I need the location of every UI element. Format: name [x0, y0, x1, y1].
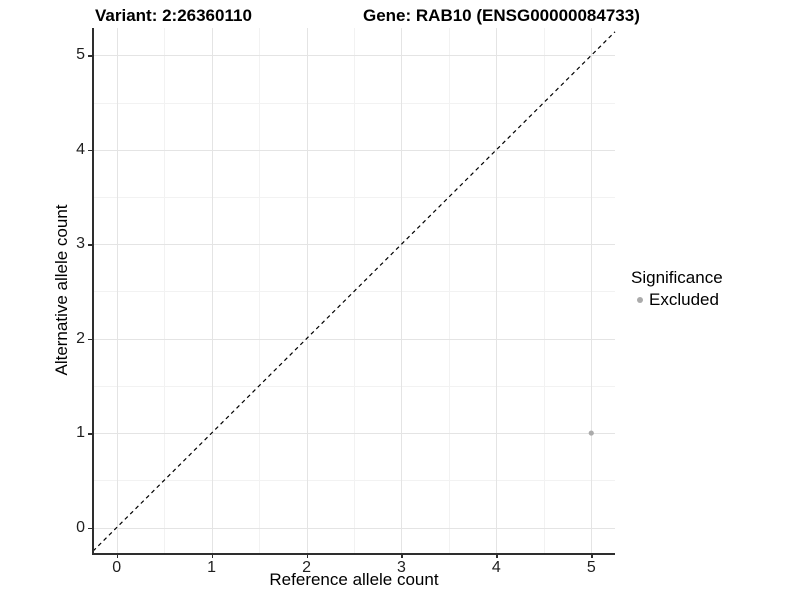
minor-gridline-horizontal	[93, 197, 615, 199]
x-tick-mark	[211, 554, 214, 558]
legend-entry-label: Excluded	[649, 290, 719, 309]
y-tick-mark	[88, 433, 92, 435]
x-axis-line	[92, 553, 615, 555]
minor-gridline-vertical	[259, 28, 261, 553]
legend-title: Significance	[631, 268, 723, 287]
major-gridline-vertical	[591, 28, 593, 553]
major-gridline-horizontal	[93, 433, 615, 435]
x-tick-label: 5	[586, 559, 596, 576]
plot-panel	[92, 28, 616, 553]
x-tick-label: 0	[112, 559, 122, 576]
y-tick-mark	[88, 338, 92, 341]
x-tick-mark	[401, 554, 403, 558]
y-axis-title: Alternative allele count	[52, 204, 71, 376]
legend: Significance Excluded	[631, 268, 723, 310]
plot-canvas	[92, 31, 616, 552]
legend-key	[631, 292, 648, 309]
x-tick-mark	[496, 554, 498, 558]
minor-gridline-vertical	[164, 28, 166, 553]
x-tick-label: 4	[491, 559, 501, 576]
major-gridline-vertical	[496, 28, 498, 553]
x-tick-mark	[306, 554, 309, 558]
major-gridline-vertical	[116, 28, 118, 553]
x-axis-title: Reference allele count	[269, 570, 439, 589]
major-gridline-horizontal	[93, 527, 615, 529]
major-gridline-vertical	[211, 28, 213, 553]
y-tick-label: 0	[76, 518, 85, 536]
y-tick-mark	[88, 527, 92, 529]
excluded-point-icon	[636, 297, 643, 303]
major-gridline-vertical	[306, 28, 308, 553]
identity-dashed-line	[92, 31, 616, 552]
plot-title-variant: Variant: 2:26360110	[95, 6, 252, 25]
y-axis-line	[92, 28, 94, 553]
y-tick-mark	[88, 149, 92, 152]
minor-gridline-horizontal	[93, 385, 615, 387]
y-tick-label: 5	[76, 46, 85, 64]
minor-gridline-vertical	[543, 28, 545, 553]
legend-entry-excluded: Excluded	[631, 290, 723, 310]
y-tick-label: 3	[76, 235, 85, 253]
y-tick-label: 2	[76, 329, 85, 347]
y-tick-label: 4	[76, 140, 85, 158]
x-tick-mark	[591, 554, 593, 558]
x-tick-label: 2	[302, 559, 311, 576]
major-gridline-horizontal	[93, 149, 615, 151]
y-tick-mark	[88, 55, 92, 57]
minor-gridline-vertical	[448, 28, 450, 553]
x-tick-mark	[116, 554, 119, 558]
y-tick-label: 1	[76, 424, 85, 442]
x-tick-label: 1	[207, 559, 217, 576]
y-tick-mark	[88, 244, 92, 246]
plot-title-gene: Gene: RAB10 (ENSG00000084733)	[363, 6, 640, 25]
minor-gridline-horizontal	[93, 480, 615, 482]
major-gridline-horizontal	[93, 55, 615, 57]
data-point	[588, 430, 594, 436]
x-tick-label: 3	[397, 559, 406, 576]
minor-gridline-horizontal	[93, 102, 615, 104]
major-gridline-horizontal	[93, 244, 615, 246]
major-gridline-horizontal	[93, 338, 615, 340]
major-gridline-vertical	[401, 28, 403, 553]
